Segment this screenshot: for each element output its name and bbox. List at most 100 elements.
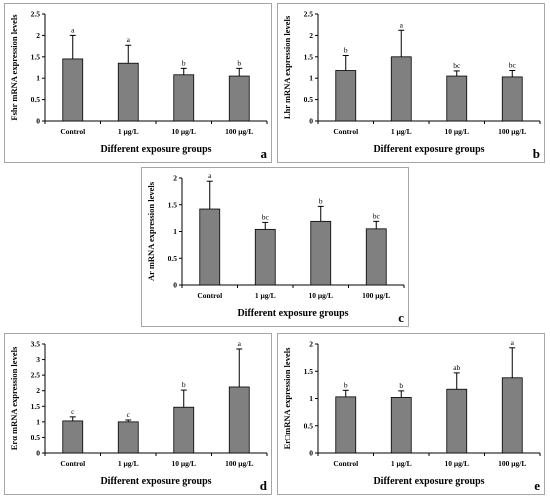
x-tick-label: Control xyxy=(60,459,85,468)
panel-letter: d xyxy=(260,478,268,493)
chart-panel-b: 0 0.5 1 1.5 2 2.5 b Control a 1 μg/L bc 10 μg/L bc 10… xyxy=(277,3,545,163)
y-tick-label: 0 xyxy=(309,117,313,126)
bar xyxy=(199,208,221,286)
significance-label: a xyxy=(208,171,212,180)
y-tick-label: 1.5 xyxy=(31,402,41,411)
y-axis-title: Erα mRNA expression levels xyxy=(9,346,19,450)
y-tick-label: 0.5 xyxy=(31,95,41,104)
y-tick-label: 0 xyxy=(309,449,313,458)
significance-label: a xyxy=(127,35,131,44)
x-tick-label: Control xyxy=(197,291,222,300)
x-axis-title: Different exposure groups xyxy=(100,144,211,155)
y-tick-label: 1 xyxy=(309,74,313,83)
y-axis-title: Er□mRNA expression levels xyxy=(282,347,292,449)
significance-label: c xyxy=(127,410,131,419)
y-axis-title: Lhr mRNA expression levels xyxy=(282,15,292,119)
y-tick-label: 1 xyxy=(173,227,177,236)
panel-letter: e xyxy=(534,478,540,493)
panel-letter: a xyxy=(261,146,268,161)
chart-svg-e: 0 0.5 1 1.5 2 b Control b 1 μg/L ab 10 μg/L a 100 μg… xyxy=(282,338,541,493)
x-tick-label: 1 μg/L xyxy=(391,459,412,468)
y-tick-label: 0.5 xyxy=(31,433,41,442)
x-tick-label: 1 μg/L xyxy=(255,291,276,300)
bar xyxy=(390,397,412,454)
bar xyxy=(335,70,357,122)
significance-label: b xyxy=(182,380,186,389)
significance-label: bc xyxy=(373,211,381,220)
y-tick-label: 0.5 xyxy=(168,254,178,263)
x-axis-title: Different exposure groups xyxy=(373,476,484,487)
chart-panel-d: 0 0.5 1 1.5 2 2.5 3 3.5 c Control c 1 μg/L b 10 μg/L a… xyxy=(4,333,272,495)
x-tick-label: 10 μg/L xyxy=(309,291,333,300)
significance-label: a xyxy=(511,338,515,347)
x-tick-label: 100 μg/L xyxy=(498,127,526,136)
significance-label: ab xyxy=(453,363,460,372)
bar xyxy=(390,56,412,122)
x-tick-label: 100 μg/L xyxy=(225,459,253,468)
significance-label: b xyxy=(319,196,323,205)
y-tick-label: 2 xyxy=(173,174,177,183)
chart-svg-a: 0 0.5 1 1.5 2 2.5 a Control a 1 μg/L b 10 μg/L b 100 … xyxy=(9,10,268,161)
x-tick-label: 100 μg/L xyxy=(362,291,390,300)
y-tick-label: 2.5 xyxy=(31,10,41,19)
x-tick-label: 1 μg/L xyxy=(118,127,139,136)
y-tick-label: 0.5 xyxy=(304,95,314,104)
y-tick-label: 0 xyxy=(36,117,40,126)
y-tick-label: 0 xyxy=(36,449,40,458)
y-tick-label: 1.5 xyxy=(31,52,41,61)
bar xyxy=(310,220,332,286)
significance-label: bc xyxy=(453,61,461,70)
bar xyxy=(173,74,195,122)
significance-label: a xyxy=(238,339,242,348)
x-tick-label: 100 μg/L xyxy=(225,127,253,136)
significance-label: bc xyxy=(509,60,517,69)
bar xyxy=(335,396,357,454)
x-tick-label: 10 μg/L xyxy=(445,459,469,468)
significance-label: bc xyxy=(262,212,270,221)
y-tick-label: 2 xyxy=(309,31,313,40)
y-tick-label: 1 xyxy=(36,74,40,83)
bar xyxy=(228,386,250,454)
bar xyxy=(446,388,468,454)
x-tick-label: Control xyxy=(333,459,358,468)
y-tick-label: 2.5 xyxy=(304,10,314,19)
significance-label: b xyxy=(399,381,403,390)
y-tick-label: 1.5 xyxy=(304,367,314,376)
x-axis-title: Different exposure groups xyxy=(237,308,348,319)
bar xyxy=(62,420,84,454)
significance-label: b xyxy=(182,58,186,67)
x-tick-label: Control xyxy=(333,127,358,136)
chart-panel-e: 0 0.5 1 1.5 2 b Control b 1 μg/L ab 10 μg/L a 100 μg… xyxy=(277,333,545,495)
y-tick-label: 2.5 xyxy=(31,371,41,380)
significance-label: b xyxy=(344,380,348,389)
bar xyxy=(365,228,387,286)
y-axis-title: Ar mRNA expression levels xyxy=(146,181,156,281)
x-tick-label: 10 μg/L xyxy=(172,127,196,136)
chart-panel-c: 0 0.5 1 1.5 2 a Control bc 1 μg/L b 10 μg/L bc 100 μ… xyxy=(141,167,409,327)
bar xyxy=(228,75,250,122)
x-axis-title: Different exposure groups xyxy=(373,144,484,155)
y-tick-label: 1.5 xyxy=(168,200,178,209)
panel-letter: c xyxy=(398,310,404,325)
y-tick-label: 3 xyxy=(36,355,40,364)
chart-svg-b: 0 0.5 1 1.5 2 2.5 b Control a 1 μg/L bc 10 μg/L bc 10… xyxy=(282,10,541,161)
bar xyxy=(117,62,139,122)
x-tick-label: 10 μg/L xyxy=(445,127,469,136)
significance-label: b xyxy=(237,58,241,67)
y-tick-label: 2 xyxy=(309,340,313,349)
x-tick-label: 1 μg/L xyxy=(118,459,139,468)
y-tick-label: 1 xyxy=(36,417,40,426)
significance-label: c xyxy=(71,407,75,416)
y-tick-label: 2 xyxy=(36,386,40,395)
y-tick-label: 2 xyxy=(36,31,40,40)
y-tick-label: 0 xyxy=(173,281,177,290)
bar xyxy=(501,377,523,454)
chart-svg-c: 0 0.5 1 1.5 2 a Control bc 1 μg/L b 10 μg/L bc 100 μ… xyxy=(146,171,405,325)
x-tick-label: 10 μg/L xyxy=(172,459,196,468)
y-axis-title: Fshr mRNA expression levels xyxy=(9,14,19,121)
y-tick-label: 1 xyxy=(309,394,313,403)
panel-letter: b xyxy=(533,146,540,161)
y-tick-label: 1.5 xyxy=(304,52,314,61)
bar xyxy=(173,406,195,454)
significance-label: a xyxy=(400,20,404,29)
